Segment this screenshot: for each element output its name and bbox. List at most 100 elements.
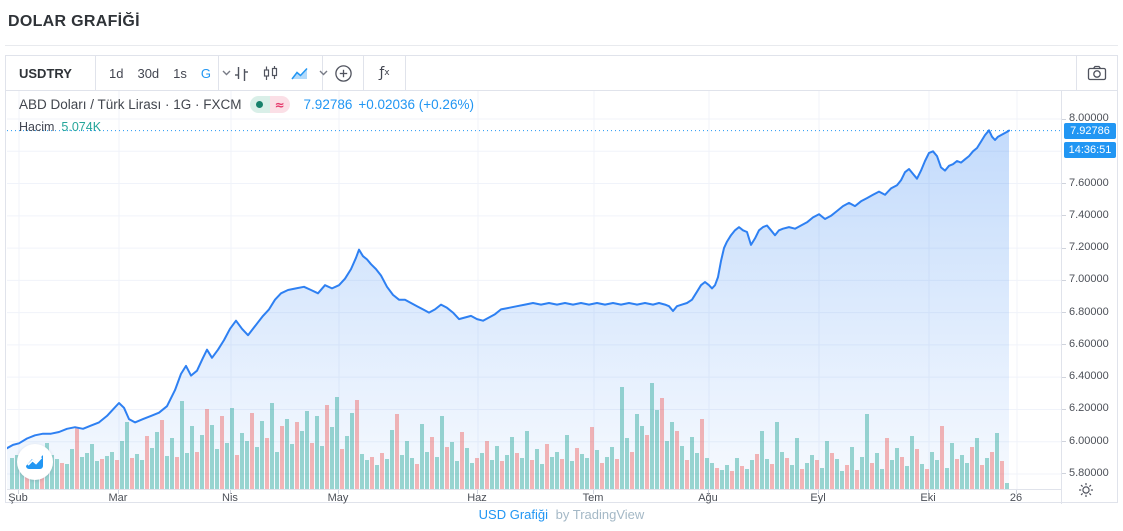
price-axis[interactable]: 7.92786 14:36:51 8.00000 7.60000 7.40000 7.… — [1061, 91, 1117, 504]
volume-bar — [190, 426, 194, 489]
volume-bar — [740, 466, 744, 489]
volume-bar — [865, 414, 869, 489]
delayed-data-approx-icon: ≈ — [269, 96, 290, 113]
volume-bar — [450, 442, 454, 489]
volume-bar — [765, 459, 769, 489]
volume-bar — [415, 464, 419, 489]
volume-bar — [480, 453, 484, 489]
volume-bar — [300, 431, 304, 489]
volume-bar — [520, 458, 524, 489]
snapshot-group — [1076, 56, 1117, 90]
volume-bar — [90, 444, 94, 489]
volume-bar — [615, 459, 619, 489]
volume-bar — [320, 446, 324, 489]
volume-bar — [215, 449, 219, 489]
tradingview-attribution-link[interactable]: by TradingView — [555, 507, 645, 522]
interval-button-g[interactable]: G — [196, 62, 216, 85]
volume-bar — [565, 435, 569, 489]
volume-bar — [400, 455, 404, 489]
usd-chart-link[interactable]: USD Grafiği — [478, 507, 549, 522]
interval-button-1d[interactable]: 1d — [104, 62, 128, 85]
volume-bar — [155, 432, 159, 489]
volume-bar — [995, 433, 999, 489]
volume-bar — [660, 398, 664, 489]
volume-bar — [375, 465, 379, 489]
time-axis-label: 26 — [1009, 492, 1023, 504]
volume-bar — [890, 460, 894, 489]
volume-bar — [490, 460, 494, 489]
volume-bar — [140, 460, 144, 489]
chevron-down-icon[interactable] — [317, 70, 330, 76]
price-axis-label: 6.40000 — [1069, 370, 1109, 383]
volume-bar — [255, 447, 259, 489]
volume-bar — [485, 441, 489, 489]
volume-bar — [680, 446, 684, 489]
volume-bar — [945, 468, 949, 489]
volume-bar — [700, 419, 704, 489]
volume-bar — [210, 425, 214, 489]
volume-bar — [905, 466, 909, 489]
volume-bar — [370, 457, 374, 489]
volume-bar — [95, 461, 99, 489]
volume-bar — [915, 449, 919, 489]
tradingview-logo[interactable] — [17, 444, 53, 480]
volume-bar — [620, 387, 624, 489]
time-axis-label: Tem — [582, 492, 604, 504]
volume-bar — [980, 465, 984, 489]
volume-bar — [575, 448, 579, 489]
volume-bar — [460, 432, 464, 489]
camera-icon[interactable] — [1083, 63, 1111, 83]
settings-gear-icon[interactable] — [1076, 480, 1096, 500]
volume-bar — [440, 416, 444, 489]
interval-button-1s[interactable]: 1s — [168, 62, 192, 85]
volume-bar — [230, 408, 234, 489]
volume-bar — [510, 437, 514, 489]
volume-bar — [580, 454, 584, 489]
bars-chart-icon[interactable] — [229, 63, 254, 84]
time-axis[interactable]: Şub Mar Nis May Haz Tem Ağu Eyl Eki 26 — [7, 489, 1061, 504]
volume-bar — [280, 426, 284, 489]
volume-bar — [120, 441, 124, 489]
volume-bar — [910, 436, 914, 489]
volume-bar — [585, 458, 589, 489]
interval-button-30d[interactable]: 30d — [132, 62, 164, 85]
volume-bar — [880, 469, 884, 489]
price-chart[interactable] — [7, 91, 1061, 489]
volume-bar — [335, 397, 339, 489]
volume-bar — [405, 441, 409, 489]
volume-bar — [710, 463, 714, 489]
price-axis-tick — [1062, 408, 1066, 410]
volume-bar — [185, 453, 189, 489]
volume-bar — [875, 453, 879, 489]
volume-bar — [55, 459, 59, 489]
volume-bar — [540, 464, 544, 489]
volume-bar — [570, 461, 574, 489]
volume-bar — [835, 459, 839, 489]
price-axis-label: 6.20000 — [1069, 402, 1109, 415]
time-axis-tick — [118, 490, 119, 494]
symbol-button[interactable]: USDTRY — [6, 56, 96, 90]
volume-bar — [635, 414, 639, 489]
time-axis-tick — [477, 490, 478, 494]
volume-bar — [160, 420, 164, 489]
area-chart-icon[interactable] — [287, 64, 313, 83]
volume-bar — [135, 454, 139, 489]
symbol-label: USDTRY — [19, 65, 72, 81]
countdown-badge: 14:36:51 — [1064, 141, 1116, 158]
volume-value: 5.074K — [61, 120, 102, 134]
volume-bar — [610, 447, 614, 489]
volume-bar — [810, 455, 814, 489]
volume-bar — [50, 455, 54, 489]
time-axis-tick — [928, 490, 929, 494]
market-status-pill[interactable]: ≈ — [249, 96, 290, 113]
volume-bar — [250, 413, 254, 489]
volume-bar — [790, 465, 794, 489]
volume-bar — [410, 458, 414, 489]
compare-plus-icon[interactable] — [330, 62, 357, 85]
volume-bar — [930, 452, 934, 489]
chevron-down-icon[interactable] — [220, 70, 233, 76]
volume-bar — [425, 452, 429, 489]
candles-chart-icon[interactable] — [258, 63, 283, 84]
volume-bar — [360, 454, 364, 489]
